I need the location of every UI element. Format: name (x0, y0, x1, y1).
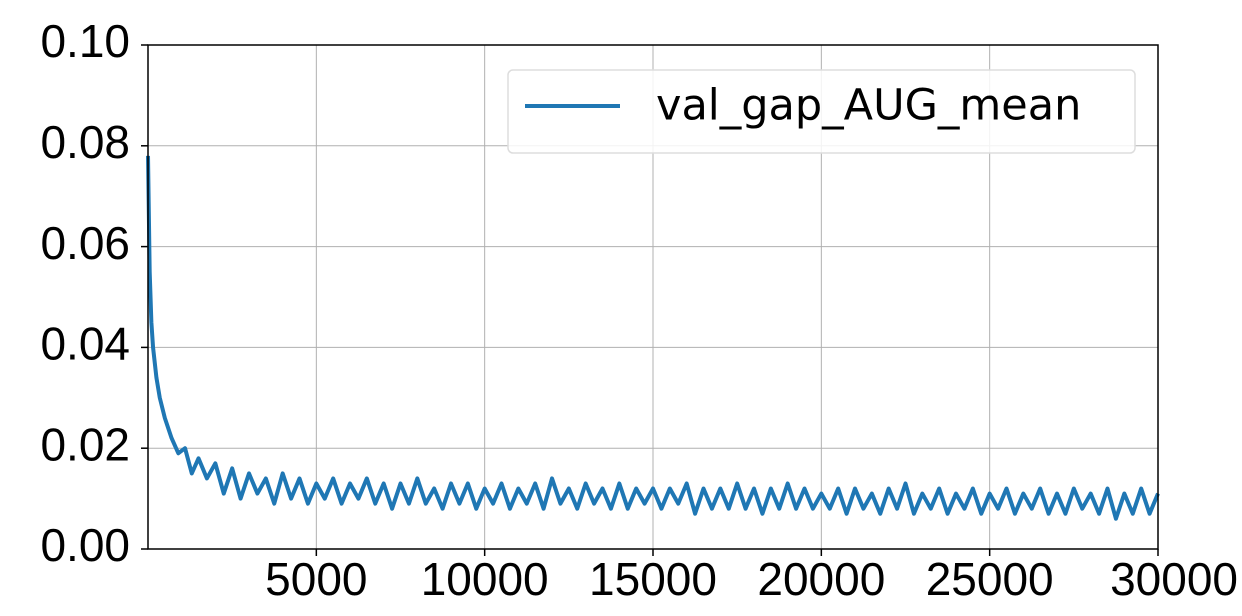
x-tick-label: 25000 (926, 553, 1054, 605)
x-tick-label: 20000 (757, 553, 885, 605)
legend-box (507, 69, 1136, 154)
plot-frame (147, 44, 1159, 550)
y-tick-label: 0.04 (40, 318, 130, 370)
y-tick-label: 0.08 (40, 116, 130, 168)
y-tick-label: 0.02 (40, 418, 130, 470)
data-line (146, 155, 1160, 521)
legend-label: val_gap_AUG_mean (656, 81, 1081, 131)
y-tick-label: 0.06 (40, 217, 130, 269)
y-tick-label: 0.10 (40, 15, 130, 67)
x-tick-label: 15000 (589, 553, 717, 605)
x-tick-label: 10000 (421, 553, 549, 605)
x-tick-label: 30000 (1110, 553, 1238, 605)
y-tick-label: 0.00 (40, 519, 130, 571)
x-tick-label: 5000 (265, 553, 367, 605)
